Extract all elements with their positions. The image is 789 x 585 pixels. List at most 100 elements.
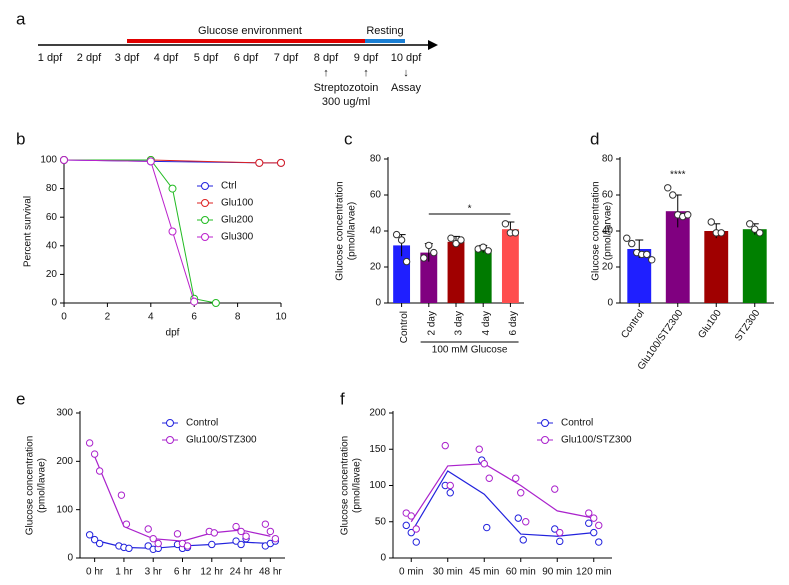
data-point — [237, 527, 245, 536]
data-point — [271, 534, 280, 543]
data-point — [522, 518, 530, 526]
y-tick-label: 0 — [607, 298, 613, 309]
data-point — [266, 527, 275, 536]
data-point — [447, 234, 455, 242]
x-tick-label: Control — [619, 308, 647, 341]
x-tick-label: 6 — [191, 312, 197, 323]
y-tick-label: 20 — [46, 269, 58, 280]
significance: * — [468, 204, 472, 215]
data-point — [208, 540, 216, 549]
line — [410, 470, 594, 537]
significance: **** — [670, 169, 686, 180]
y-tick-label: 80 — [370, 154, 382, 165]
x-tick-label: 2 day — [426, 311, 437, 335]
data-point — [232, 537, 240, 545]
y-axis-label: Glucose concentration — [335, 181, 346, 281]
data-point — [425, 241, 433, 250]
data-point — [144, 525, 152, 533]
data-point — [717, 229, 725, 237]
panel-label: d — [590, 129, 599, 148]
marker — [255, 158, 264, 167]
data-point — [457, 236, 465, 244]
data-point — [154, 539, 162, 548]
data-point — [483, 523, 491, 532]
day-label: 9 dpf — [354, 52, 379, 64]
data-point — [412, 538, 420, 546]
bar-label: Resting — [366, 25, 403, 37]
legend-label: Glu300 — [221, 232, 254, 243]
y-tick-label: 200 — [369, 408, 386, 419]
marker — [277, 158, 285, 167]
y-tick-label: 20 — [602, 262, 614, 273]
arrow-up: ↑ — [323, 67, 329, 79]
panel-label: e — [16, 389, 25, 408]
y-axis-label: (pmol/lavae) — [37, 458, 48, 513]
y-tick-label: 40 — [370, 226, 382, 237]
y-tick-label: 100 — [56, 504, 73, 515]
data-point — [144, 542, 152, 550]
x-tick-label: Glu100 — [696, 308, 724, 341]
bar — [742, 229, 767, 303]
data-point — [122, 520, 131, 528]
legend-marker — [201, 199, 209, 207]
data-point — [90, 450, 99, 458]
data-point — [590, 528, 598, 537]
x-tick-label: 6 hr — [174, 567, 192, 578]
bar — [665, 211, 690, 303]
y-tick-label: 80 — [46, 183, 58, 194]
marker — [211, 299, 220, 307]
arrow-up: ↑ — [363, 67, 369, 79]
data-point — [85, 439, 94, 447]
legend-marker — [541, 419, 549, 427]
data-point — [511, 229, 520, 237]
x-tick-label: 2 — [105, 312, 111, 323]
data-point — [585, 519, 593, 527]
data-point — [595, 538, 603, 546]
legend-label: Glu200 — [221, 215, 254, 226]
x-tick-label: 30 min — [433, 567, 463, 578]
data-point — [480, 460, 488, 468]
x-tick-label: 10 — [275, 312, 287, 323]
day-label: 1 dpf — [38, 52, 63, 64]
data-point — [237, 540, 245, 549]
data-point — [95, 539, 104, 548]
line — [64, 159, 216, 304]
x-axis-label: dpf — [166, 328, 180, 339]
data-point — [261, 520, 270, 528]
data-point — [669, 191, 677, 199]
panel-label: f — [340, 389, 345, 408]
data-point — [664, 184, 672, 192]
line — [410, 463, 594, 523]
y-tick-label: 60 — [370, 190, 382, 201]
legend-label: Ctrl — [221, 181, 237, 192]
data-point — [232, 522, 240, 531]
y-tick-label: 300 — [56, 408, 73, 419]
legend-marker — [201, 182, 209, 190]
x-tick-label: 0 — [61, 312, 67, 323]
arrow-down: ↓ — [403, 67, 409, 79]
y-tick-label: 60 — [602, 190, 614, 201]
data-point — [446, 489, 454, 497]
data-point — [648, 256, 656, 264]
bar-label: Glucose environment — [198, 25, 302, 37]
data-point — [551, 485, 559, 493]
y-tick-label: 200 — [56, 456, 73, 467]
bar — [474, 249, 492, 303]
y-tick-label: 0 — [51, 298, 57, 309]
data-point — [595, 521, 603, 530]
data-point — [117, 491, 126, 499]
y-tick-label: 100 — [369, 480, 386, 491]
data-point — [446, 481, 454, 490]
panel-label: c — [344, 129, 353, 148]
y-tick-label: 60 — [46, 212, 58, 223]
data-point — [519, 536, 527, 544]
y-tick-label: 50 — [375, 516, 387, 527]
y-tick-label: 150 — [369, 444, 386, 455]
x-tick-label: 4 day — [481, 311, 492, 335]
data-point — [125, 544, 133, 553]
resting-bar — [365, 39, 405, 43]
legend-marker — [201, 233, 209, 241]
data-point — [95, 467, 104, 475]
data-point — [397, 236, 406, 244]
legend-marker — [166, 419, 174, 427]
